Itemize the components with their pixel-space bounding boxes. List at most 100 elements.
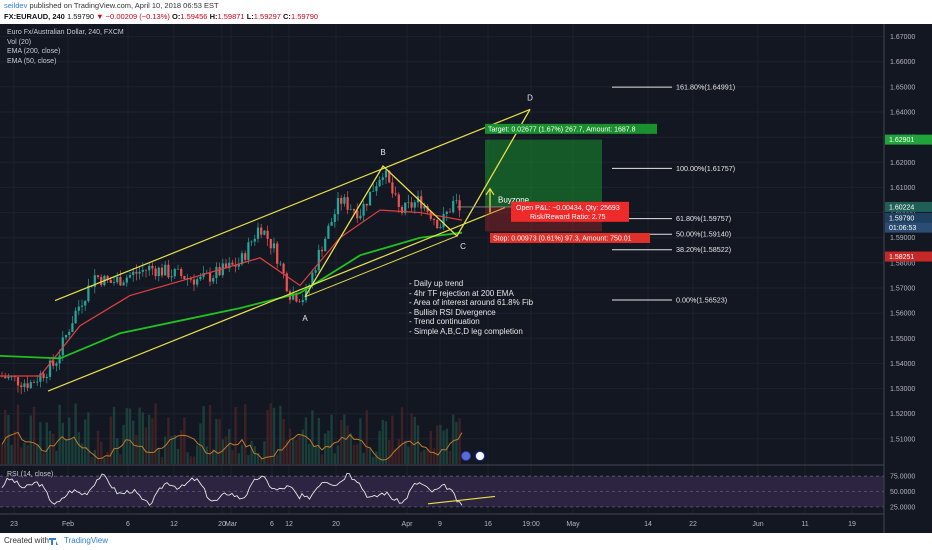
target-zone <box>485 139 602 207</box>
candle-body <box>301 300 304 303</box>
volume-bar <box>7 415 10 464</box>
volume-bar <box>96 431 100 464</box>
analysis-notes: - Daily up trend - 4hr TF rejection at 2… <box>409 279 533 336</box>
candle-body <box>93 275 96 287</box>
legend-ema50[interactable]: EMA (50, close) <box>7 57 57 65</box>
candle-body <box>10 376 13 378</box>
candle-body <box>55 363 58 366</box>
volume-bar <box>240 444 244 464</box>
volume-bar <box>269 403 272 464</box>
volume-bar <box>356 444 359 464</box>
volume-bar <box>388 440 391 464</box>
volume-bar <box>13 431 16 464</box>
volume-bar <box>61 422 64 464</box>
price-badge <box>885 222 932 233</box>
time-tick-label: 22 <box>689 521 697 528</box>
volume-bar <box>311 410 314 464</box>
price-badge-label: 1.60224 <box>889 204 914 211</box>
volume-bar <box>452 414 455 464</box>
candle-body <box>116 276 119 283</box>
volume-bar <box>16 404 20 464</box>
time-tick-label: 16 <box>484 521 492 528</box>
price-badge-label: 1.58251 <box>889 254 914 261</box>
volume-bar <box>458 418 461 464</box>
candle-body <box>52 360 55 366</box>
volume-bar <box>394 448 397 464</box>
volume-bar <box>285 440 288 464</box>
time-tick-label: 6 <box>126 521 130 528</box>
price-tick-label: 1.57000 <box>890 286 915 293</box>
legend-volume[interactable]: Vol (20) <box>7 38 32 46</box>
rsi-legend: RSI (14, close) <box>7 471 53 478</box>
candle-body <box>208 272 212 282</box>
tradingview-link[interactable]: TradingView <box>64 536 109 545</box>
chart-canvas[interactable]: A B C D 161.80%(1.64991) 100.00%(1.61757) 61.8… <box>0 24 932 533</box>
volume-bar <box>346 425 349 464</box>
close-label: C: <box>283 12 291 21</box>
candle-body <box>7 376 10 379</box>
candle-body <box>160 267 164 276</box>
candle-body <box>368 191 372 206</box>
candle-body <box>400 206 404 214</box>
volume-bar <box>372 456 375 464</box>
volume-bar <box>298 435 301 464</box>
time-tick-label: 6 <box>270 521 274 528</box>
candle-body <box>362 203 365 216</box>
symbol-ohlc-line: FX:EURAUD, 240 1.59790 ▼ −0.00209 (−0.13… <box>4 12 318 21</box>
chart-area[interactable]: A B C D 161.80%(1.64991) 100.00%(1.61757) 61.8… <box>0 24 932 533</box>
fib-level-label: 61.80%(1.59757) <box>676 214 731 223</box>
candle-body <box>61 337 64 356</box>
note-item: - Simple A,B,C,D leg completion <box>409 326 523 336</box>
candle-body <box>260 227 263 235</box>
volume-bar <box>23 442 26 464</box>
volume-bar <box>180 429 183 464</box>
candle-body <box>215 266 218 279</box>
volume-bar <box>218 419 221 464</box>
channel-lower-line <box>47 206 506 392</box>
candle-body <box>176 268 180 270</box>
volume-bar <box>64 438 68 464</box>
candle-body <box>279 263 282 265</box>
candle-body <box>4 376 7 379</box>
candle-body <box>74 310 77 324</box>
note-item: - Trend continuation <box>409 317 480 326</box>
price-tick-label: 1.67000 <box>890 34 915 41</box>
candle-body <box>340 197 343 204</box>
volume-bar <box>359 418 362 464</box>
author-link[interactable]: seildev <box>4 1 28 10</box>
candle-body <box>26 383 29 388</box>
candle-body <box>272 243 276 249</box>
volume-bar <box>4 409 7 464</box>
candle-body <box>192 279 196 285</box>
rsi-divergence-line <box>427 495 496 505</box>
last-price: 1.59790 <box>66 12 95 21</box>
volume-bar <box>87 412 90 464</box>
legend-symbol[interactable]: Euro Fx/Australian Dollar, 240, FXCM <box>7 29 124 36</box>
volume-bar <box>391 415 394 464</box>
buyzone-label: Buyzone <box>498 196 530 205</box>
fib-level-label: 50.00%(1.59140) <box>676 230 731 239</box>
candle-body <box>247 242 250 260</box>
candle-body <box>199 276 202 280</box>
candle-body <box>352 209 356 211</box>
candle-body <box>388 170 391 183</box>
pattern-point-label: D <box>527 93 533 102</box>
volume-bar <box>151 418 154 464</box>
volume-bar <box>426 448 429 464</box>
volume-bar <box>244 404 247 464</box>
abcd-pattern-legs <box>304 109 531 298</box>
note-item: - Area of interest around 61.8% Fib <box>409 298 534 307</box>
volume-bar <box>340 420 343 464</box>
volume-bar <box>288 428 292 464</box>
price-change: ▼ −0.00209 (−0.13%) <box>96 12 170 21</box>
price-tick-label: 1.56000 <box>890 311 915 318</box>
candle-body <box>282 263 285 274</box>
candle-body <box>68 332 71 335</box>
price-badge <box>885 134 932 145</box>
candle-body <box>237 264 240 267</box>
volume-bar <box>42 453 45 464</box>
volume-bar <box>154 403 157 464</box>
candle-body <box>42 373 45 379</box>
volume-bar <box>330 414 333 464</box>
legend-ema200[interactable]: EMA (200, close) <box>7 48 61 56</box>
